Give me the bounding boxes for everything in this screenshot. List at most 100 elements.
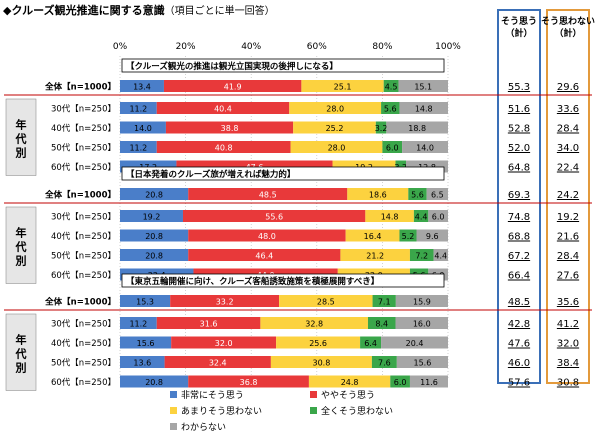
age-group-side-label-char: 別 [15,360,27,374]
bar-segment-somewhat [188,188,348,200]
bar-segment-somewhat [156,317,261,329]
section-header-box [121,273,445,288]
bar-segment-not-much [347,188,409,200]
bar-segment-dont-know [396,356,448,368]
disagree-total-value: 30.8 [557,378,579,389]
agree-header: そう思う [501,16,537,27]
bar-segment-not-much [308,375,391,388]
agree-total-value: 57.6 [508,378,530,389]
bar-segment-somewhat [188,229,346,242]
bar-value-label: 32.8 [305,320,323,329]
bar-segment-very [120,141,157,153]
bar-segment-not-much [279,295,373,307]
bar-value-label: 21.2 [366,252,384,261]
agree-column-box [497,9,541,384]
disagree-total-value: 24.2 [557,190,579,201]
agree-total-value: 67.2 [508,251,530,262]
bar-segment-very [120,375,189,388]
age-group-side-label-char: 代 [15,239,27,253]
bar-segment-very [120,295,171,307]
bar-segment-not-at-all [413,210,429,222]
bar-value-label: 46.4 [255,252,273,261]
x-tick-label: 40% [241,42,261,52]
age-group-side-label-char: 代 [15,346,27,360]
bar-value-label: 41.9 [224,83,242,92]
agree-total-value: 69.3 [508,190,530,201]
bar-value-label: 16.4 [364,232,382,241]
bar-segment-not-at-all [375,121,387,134]
bar-segment-very [120,210,183,222]
disagree-header-sub: （計） [554,27,581,39]
bar-value-label: 20.8 [145,232,163,241]
bar-value-label: 11.2 [129,320,147,329]
disagree-total-value: 28.4 [557,124,579,135]
agree-header-sub: （計） [505,27,532,39]
bar-value-label: 28.0 [328,144,346,153]
bar-value-label: 15.9 [413,298,431,307]
disagree-column-box [546,9,590,384]
bar-segment-not-much [365,210,414,222]
bar-segment-very [120,229,189,242]
row-label: 40代【n=250】 [51,123,116,134]
legend-label: 全くそう思わない [321,405,393,417]
bar-segment-very [120,102,157,114]
legend-label: わからない [181,422,226,433]
row-label: 全体【n=1000】 [44,190,116,201]
bar-segment-not-at-all [382,141,403,153]
row-label: 60代【n=250】 [51,377,116,388]
bar-value-label: 6.5 [431,191,444,200]
bar-segment-somewhat [156,141,291,153]
bar-value-label: 6.4 [364,339,377,348]
bar-segment-not-much [301,80,384,92]
row-label: 30代【n=250】 [51,319,116,330]
bar-value-label: 11.6 [420,378,438,387]
bar-value-label: 25.1 [334,83,352,92]
age-group-side-label-char: 年 [16,332,27,346]
bar-segment-not-at-all [395,160,407,173]
bar-value-label: 4.4 [434,252,447,261]
bar-value-label: 11.2 [129,105,147,114]
legend-swatch-somewhat [310,391,317,398]
title-text: ◆クルーズ観光推進に関する意識 [3,4,165,17]
x-tick-label: 60% [307,42,327,52]
bar-value-label: 18.8 [408,124,426,133]
age-group-side-label-char: 代 [15,131,27,145]
legend-swatch-not-much [170,407,177,414]
bar-segment-not-at-all [381,102,400,114]
bar-segment-not-much [340,249,410,261]
bar-value-label: 4.4 [415,213,428,222]
row-label: 全体【n=1000】 [44,297,116,308]
agree-total-value: 66.4 [508,271,530,282]
bar-segment-not-at-all [360,336,382,349]
row-label: 全体【n=1000】 [44,82,116,93]
bar-value-label: 25.6 [309,339,327,348]
bar-value-label: 6.0 [386,144,399,153]
bar-value-label: 36.8 [240,378,258,387]
bar-segment-very [120,188,189,200]
bar-segment-not-much [345,229,400,242]
bar-value-label: 9.6 [426,232,439,241]
bar-segment-very [120,356,165,368]
bar-segment-somewhat [163,80,302,92]
bar-value-label: 8.4 [375,320,388,329]
section-header: 【クルーズ観光の推進は観光立国実現の後押しになる】 [126,61,338,72]
age-group-side-label-char: 年 [16,117,27,131]
bar-segment-somewhat [164,356,271,368]
bar-segment-very [120,80,164,92]
bar-value-label: 6.0 [394,378,407,387]
bar-segment-dont-know [395,295,448,307]
legend-label: ややそう思う [321,390,375,401]
disagree-total-value: 22.4 [557,163,579,174]
bar-value-label: 3.2 [375,124,388,133]
disagree-total-value: 21.6 [557,232,579,243]
bar-value-label: 28.0 [326,105,344,114]
agree-total-value: 51.6 [508,104,530,115]
bar-segment-somewhat [188,375,309,388]
bar-segment-somewhat [182,210,366,222]
bar-segment-very [120,317,157,329]
bar-value-label: 7.6 [378,359,391,368]
bar-segment-not-at-all [390,375,410,388]
bar-value-label: 48.5 [259,191,277,200]
bar-segment-not-at-all [371,356,397,368]
bar-segment-not-at-all [372,295,396,307]
